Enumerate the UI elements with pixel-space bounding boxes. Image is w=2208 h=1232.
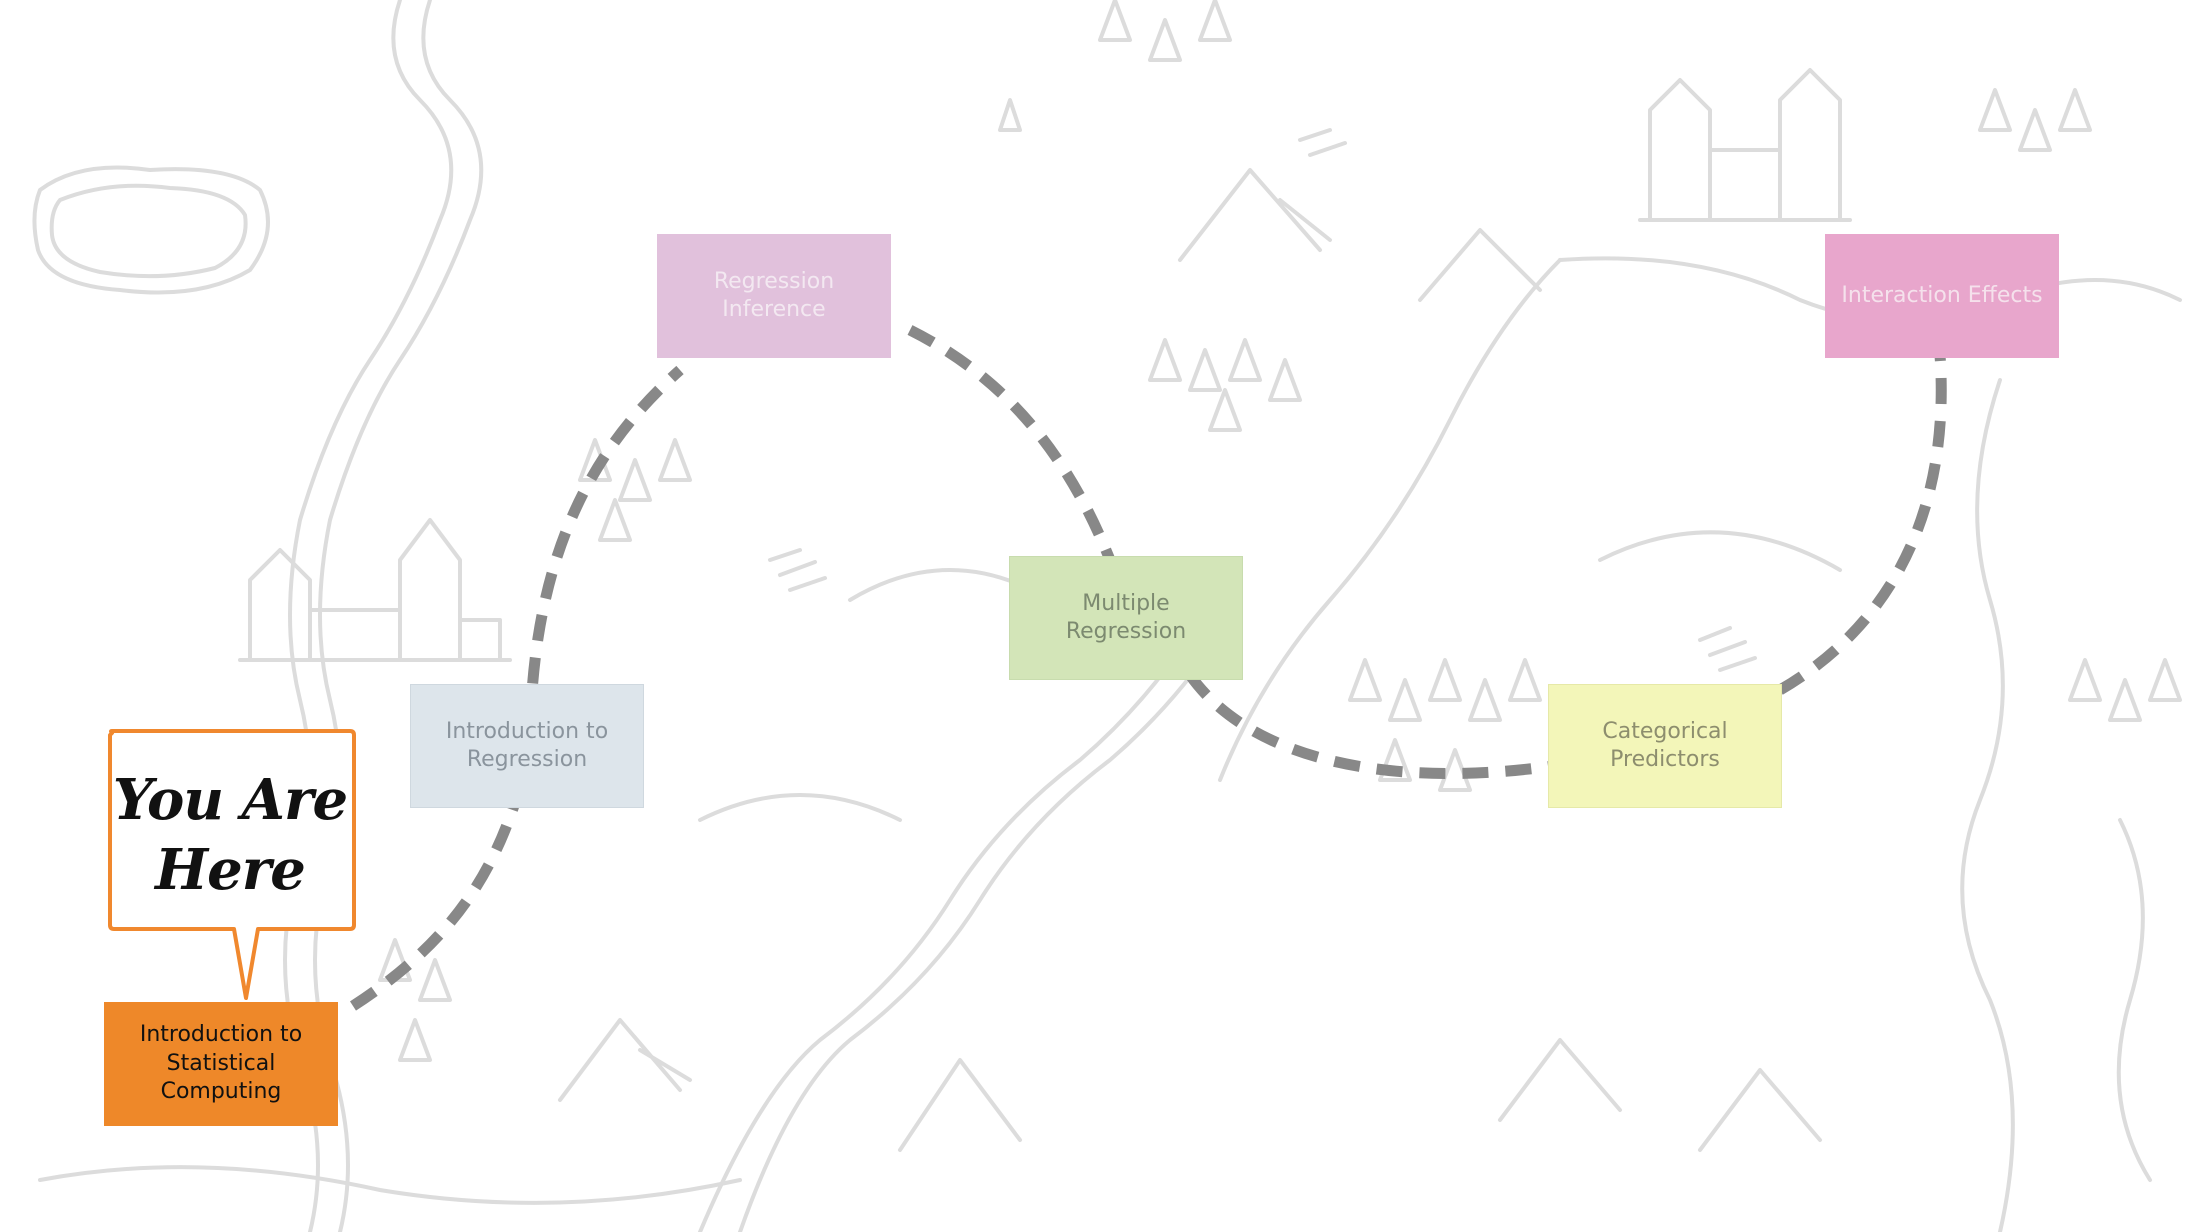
river-far-right [1960,378,2015,1232]
coast-bottom [38,1165,742,1205]
tree-cluster-6 [998,0,1232,132]
castle-right [1638,68,1852,222]
tree-cluster-3 [578,438,692,542]
node-interaction-effects[interactable]: Interaction Effects [1825,234,2059,358]
mountain-4 [898,1058,1022,1152]
node-label: Categorical Predictors [1602,718,1728,773]
node-label: Introduction to Regression [445,718,609,773]
mountain-6 [1698,1068,1822,1152]
mountain-5 [1498,1038,1622,1122]
node-regression-inference[interactable]: Regression Inference [657,234,891,358]
castle-left [238,518,512,662]
lake-outline [32,165,270,295]
you-are-here-callout: You Are Here [112,767,348,903]
node-label: Interaction Effects [1841,282,2043,308]
node-multiple-regression[interactable]: Multiple Regression [1009,556,1243,680]
mountain-1 [1178,168,1332,262]
node-label: Multiple Regression [1065,590,1187,645]
river-right [1218,258,1562,782]
hatching-3 [1298,128,1347,157]
river-center-bank [738,618,1232,1232]
tree-cluster-5 [2068,658,2182,722]
node-label: Introduction to Statistical Computing [139,1022,303,1105]
lake-outline-inner [49,183,248,279]
node-intro-statistical-computing[interactable]: Introduction to Statistical Computing [104,1002,338,1126]
hill-3 [698,793,902,822]
tree-cluster-4 [378,938,452,1062]
node-label: Regression Inference [713,268,835,323]
tree-cluster-7 [1978,88,2092,152]
hatching-1 [768,548,827,592]
tree-cluster-1 [1148,338,1302,432]
mountain-3 [558,1018,692,1102]
hatching-2 [1698,626,1757,672]
mountain-2 [1418,228,1542,302]
node-intro-regression[interactable]: Introduction to Regression [410,684,644,808]
callout-bubble [108,729,356,1000]
coast-right [2116,818,2152,1182]
node-categorical-predictors[interactable]: Categorical Predictors [1548,684,1782,808]
river-center [698,618,1202,1232]
tree-cluster-2 [1348,658,1542,792]
hill-2 [1598,530,1842,572]
